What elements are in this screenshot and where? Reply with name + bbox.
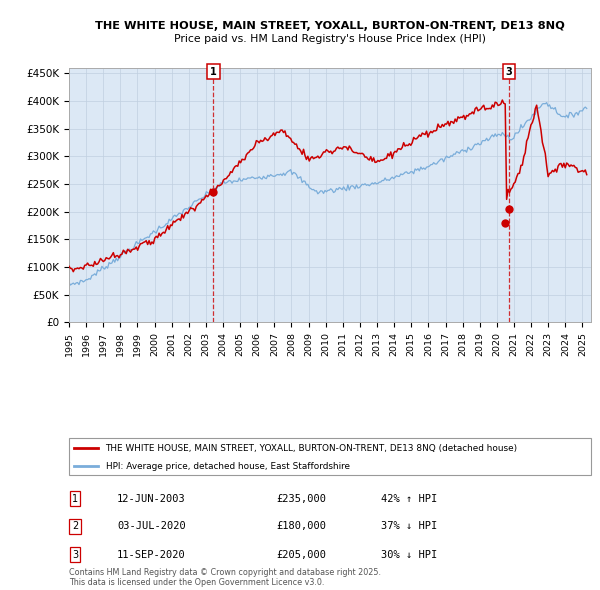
Text: 2: 2 [72, 522, 78, 531]
Text: 03-JUL-2020: 03-JUL-2020 [117, 522, 186, 531]
Text: 3: 3 [506, 67, 512, 77]
Text: 30% ↓ HPI: 30% ↓ HPI [381, 550, 437, 559]
Text: 37% ↓ HPI: 37% ↓ HPI [381, 522, 437, 531]
Text: THE WHITE HOUSE, MAIN STREET, YOXALL, BURTON-ON-TRENT, DE13 8NQ: THE WHITE HOUSE, MAIN STREET, YOXALL, BU… [95, 21, 565, 31]
Text: £235,000: £235,000 [276, 494, 326, 503]
Text: 3: 3 [72, 550, 78, 559]
Text: 1: 1 [72, 494, 78, 503]
Text: 12-JUN-2003: 12-JUN-2003 [117, 494, 186, 503]
Text: 11-SEP-2020: 11-SEP-2020 [117, 550, 186, 559]
Text: £180,000: £180,000 [276, 522, 326, 531]
Text: 42% ↑ HPI: 42% ↑ HPI [381, 494, 437, 503]
Text: £205,000: £205,000 [276, 550, 326, 559]
Text: Price paid vs. HM Land Registry's House Price Index (HPI): Price paid vs. HM Land Registry's House … [174, 34, 486, 44]
Text: 1: 1 [210, 67, 217, 77]
Text: THE WHITE HOUSE, MAIN STREET, YOXALL, BURTON-ON-TRENT, DE13 8NQ (detached house): THE WHITE HOUSE, MAIN STREET, YOXALL, BU… [106, 444, 518, 453]
Text: HPI: Average price, detached house, East Staffordshire: HPI: Average price, detached house, East… [106, 461, 350, 471]
Text: Contains HM Land Registry data © Crown copyright and database right 2025.
This d: Contains HM Land Registry data © Crown c… [69, 568, 381, 587]
